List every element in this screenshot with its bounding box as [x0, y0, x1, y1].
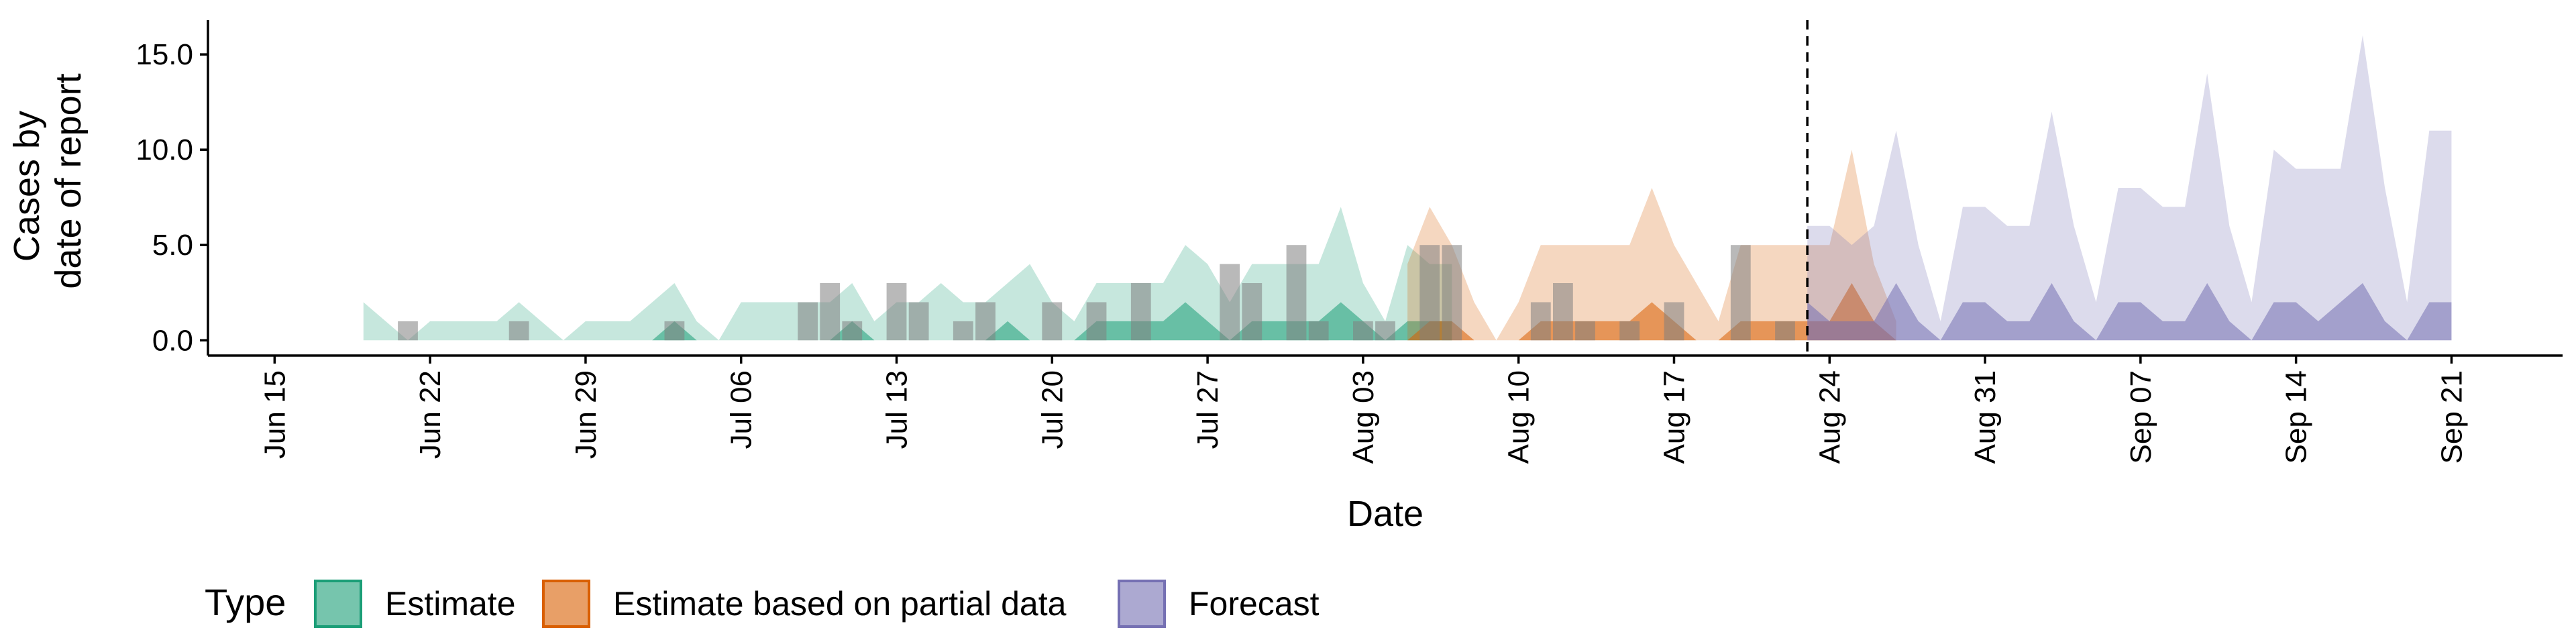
legend: Type Estimate Estimate based on partial d…: [205, 580, 1320, 628]
legend-title: Type: [205, 581, 286, 623]
plot-areas: [363, 35, 2452, 341]
reported-case-bar: [1286, 245, 1307, 341]
reported-case-bar: [1242, 283, 1263, 341]
reported-case-bar: [842, 321, 863, 341]
legend-swatch: [1118, 580, 1166, 628]
x-tick-label: Jul 27: [1191, 370, 1224, 449]
series-1-outer-band: [1407, 150, 1896, 341]
reported-case-bar: [1553, 283, 1573, 341]
reported-case-bar: [886, 283, 907, 341]
reported-case-bar: [1220, 264, 1240, 341]
legend-label: Estimate: [385, 585, 516, 623]
x-tick-label: Sep 21: [2435, 370, 2468, 464]
x-tick-label: Aug 03: [1347, 370, 1380, 464]
reported-case-bar: [1042, 302, 1063, 341]
y-axis-title-line-1: Cases by: [7, 111, 47, 262]
x-tick-label: Jun 15: [258, 370, 291, 459]
y-tick-label: 0.0: [152, 324, 193, 357]
x-axis-title: Date: [1347, 494, 1424, 534]
x-tick-label: Sep 07: [2125, 370, 2157, 464]
x-tick-label: Aug 24: [1813, 370, 1846, 464]
x-tick-label: Sep 14: [2280, 370, 2313, 464]
reported-case-bar: [508, 321, 529, 341]
x-axis-ticks: Jun 15 Jun 22 Jun 29 Jul 06 Jul 13 Jul 20 Jul …: [258, 356, 2468, 464]
y-axis-ticks: 0.0 5.0 10.0 15.0: [136, 38, 208, 357]
reported-case-bar: [1530, 302, 1551, 341]
reported-case-bar: [1419, 245, 1440, 341]
reported-case-bar: [1775, 321, 1795, 341]
reported-case-bar: [1308, 321, 1329, 341]
reported-case-bar: [820, 283, 841, 341]
reported-case-bar: [975, 302, 996, 341]
reported-case-bar: [1575, 321, 1595, 341]
series-2-outer-band: [1807, 35, 2452, 341]
series-0-inner-band: [363, 302, 1452, 341]
x-tick-label: Aug 10: [1503, 370, 1536, 464]
series-2-inner-band: [1807, 283, 2452, 341]
legend-label: Forecast: [1189, 585, 1320, 623]
x-tick-label: Jul 20: [1036, 370, 1069, 449]
x-tick-label: Jul 06: [725, 370, 758, 449]
reported-case-bar: [1619, 321, 1640, 341]
reported-case-bar: [664, 321, 685, 341]
reported-case-bar: [1130, 283, 1151, 341]
x-tick-label: Aug 17: [1658, 370, 1690, 464]
reported-case-bar: [1730, 245, 1751, 341]
legend-swatch: [314, 580, 362, 628]
series-0-outer-band: [363, 207, 1452, 341]
y-tick-label: 5.0: [152, 229, 193, 262]
x-tick-label: Jun 22: [414, 370, 447, 459]
reported-case-bar: [908, 302, 929, 341]
legend-swatch: [542, 580, 590, 628]
reported-case-bar: [1086, 302, 1107, 341]
reported-case-bar: [1353, 321, 1373, 341]
reported-case-bar: [1442, 245, 1462, 341]
legend-label: Estimate based on partial data: [613, 585, 1067, 623]
y-axis-title-line-2: date of report: [48, 73, 89, 288]
reported-case-bar: [953, 321, 973, 341]
y-tick-label: 15.0: [136, 38, 193, 71]
x-tick-label: Jul 13: [881, 370, 914, 449]
reported-case-bar: [398, 321, 418, 341]
x-tick-label: Jun 29: [570, 370, 602, 459]
y-tick-label: 10.0: [136, 133, 193, 166]
x-tick-label: Aug 31: [1969, 370, 2002, 464]
series-1-inner-band: [1407, 283, 1896, 341]
reported-case-bar: [1375, 321, 1395, 341]
reported-case-bar: [1664, 302, 1684, 341]
reported-case-bars: [398, 245, 1795, 341]
y-axis-title: Cases by date of report: [7, 73, 89, 288]
reported-case-bar: [798, 302, 818, 341]
